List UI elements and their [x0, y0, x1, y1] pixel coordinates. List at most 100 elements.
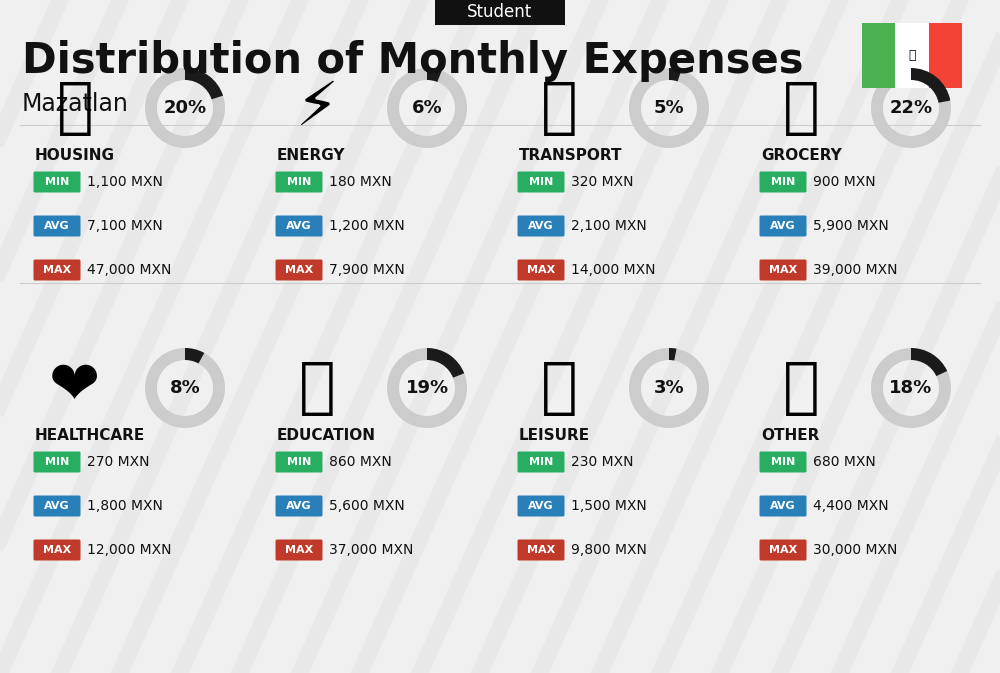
FancyBboxPatch shape [276, 215, 322, 236]
Text: MAX: MAX [769, 545, 797, 555]
Text: AVG: AVG [286, 221, 312, 231]
Text: 🎓: 🎓 [299, 359, 335, 417]
Text: OTHER: OTHER [761, 427, 819, 443]
Text: 1,500 MXN: 1,500 MXN [571, 499, 647, 513]
Text: Mazatlan: Mazatlan [22, 92, 129, 116]
Text: 5%: 5% [654, 99, 684, 117]
Text: MIN: MIN [771, 457, 795, 467]
Text: 5,600 MXN: 5,600 MXN [329, 499, 405, 513]
Text: 🚌: 🚌 [541, 79, 577, 137]
Wedge shape [145, 348, 225, 428]
Text: 320 MXN: 320 MXN [571, 175, 634, 189]
Text: 6%: 6% [412, 99, 442, 117]
FancyBboxPatch shape [760, 260, 806, 281]
Wedge shape [185, 68, 223, 100]
FancyBboxPatch shape [34, 540, 80, 561]
Text: 🏢: 🏢 [57, 79, 93, 137]
FancyBboxPatch shape [518, 172, 564, 192]
Wedge shape [387, 68, 467, 148]
Text: 680 MXN: 680 MXN [813, 455, 876, 469]
FancyBboxPatch shape [518, 260, 564, 281]
Text: MAX: MAX [769, 265, 797, 275]
Text: ⚡: ⚡ [296, 79, 338, 137]
FancyBboxPatch shape [34, 495, 80, 516]
Text: Distribution of Monthly Expenses: Distribution of Monthly Expenses [22, 40, 804, 82]
FancyBboxPatch shape [760, 540, 806, 561]
Text: MIN: MIN [529, 457, 553, 467]
FancyBboxPatch shape [518, 452, 564, 472]
Text: EDUCATION: EDUCATION [277, 427, 376, 443]
Text: 900 MXN: 900 MXN [813, 175, 876, 189]
FancyBboxPatch shape [276, 540, 322, 561]
Text: 🛍️: 🛍️ [541, 359, 577, 417]
Text: 1,200 MXN: 1,200 MXN [329, 219, 405, 233]
Wedge shape [669, 68, 681, 81]
FancyBboxPatch shape [518, 540, 564, 561]
Wedge shape [427, 348, 464, 378]
Text: 39,000 MXN: 39,000 MXN [813, 263, 898, 277]
Text: 3%: 3% [654, 379, 684, 397]
Text: 180 MXN: 180 MXN [329, 175, 392, 189]
Wedge shape [387, 348, 467, 428]
Text: AVG: AVG [286, 501, 312, 511]
Text: AVG: AVG [770, 221, 796, 231]
FancyBboxPatch shape [276, 260, 322, 281]
Text: 19%: 19% [405, 379, 449, 397]
FancyBboxPatch shape [34, 172, 80, 192]
FancyBboxPatch shape [435, 0, 565, 25]
Text: 2,100 MXN: 2,100 MXN [571, 219, 647, 233]
FancyBboxPatch shape [518, 215, 564, 236]
Text: 💰: 💰 [783, 359, 819, 417]
Wedge shape [185, 348, 204, 363]
Wedge shape [629, 68, 709, 148]
Wedge shape [911, 68, 950, 103]
Text: ENERGY: ENERGY [277, 147, 346, 162]
FancyBboxPatch shape [276, 172, 322, 192]
Wedge shape [629, 348, 709, 428]
Text: MAX: MAX [43, 545, 71, 555]
Text: MIN: MIN [287, 177, 311, 187]
Text: 1,800 MXN: 1,800 MXN [87, 499, 163, 513]
FancyBboxPatch shape [276, 452, 322, 472]
Text: 230 MXN: 230 MXN [571, 455, 634, 469]
Text: 🦅: 🦅 [908, 49, 916, 62]
Text: AVG: AVG [528, 221, 554, 231]
Text: MAX: MAX [285, 265, 313, 275]
Text: 5,900 MXN: 5,900 MXN [813, 219, 889, 233]
Text: 7,900 MXN: 7,900 MXN [329, 263, 405, 277]
Text: AVG: AVG [44, 221, 70, 231]
Text: 860 MXN: 860 MXN [329, 455, 392, 469]
Wedge shape [145, 68, 225, 148]
Text: AVG: AVG [44, 501, 70, 511]
Wedge shape [427, 68, 442, 82]
FancyBboxPatch shape [760, 172, 806, 192]
Text: MIN: MIN [45, 457, 69, 467]
Text: AVG: AVG [770, 501, 796, 511]
Text: 12,000 MXN: 12,000 MXN [87, 543, 172, 557]
Text: 37,000 MXN: 37,000 MXN [329, 543, 413, 557]
FancyBboxPatch shape [518, 495, 564, 516]
Text: 47,000 MXN: 47,000 MXN [87, 263, 171, 277]
Text: ❤️: ❤️ [49, 359, 101, 417]
Text: HEALTHCARE: HEALTHCARE [35, 427, 145, 443]
Text: MAX: MAX [527, 545, 555, 555]
Text: 8%: 8% [170, 379, 200, 397]
Text: HOUSING: HOUSING [35, 147, 115, 162]
FancyBboxPatch shape [760, 452, 806, 472]
Text: MAX: MAX [527, 265, 555, 275]
Text: 14,000 MXN: 14,000 MXN [571, 263, 656, 277]
Text: MIN: MIN [529, 177, 553, 187]
Wedge shape [871, 348, 951, 428]
Text: 1,100 MXN: 1,100 MXN [87, 175, 163, 189]
Text: 22%: 22% [889, 99, 933, 117]
Text: 7,100 MXN: 7,100 MXN [87, 219, 163, 233]
FancyBboxPatch shape [34, 260, 80, 281]
Text: 🛒: 🛒 [783, 79, 819, 137]
Text: 4,400 MXN: 4,400 MXN [813, 499, 889, 513]
Text: 30,000 MXN: 30,000 MXN [813, 543, 897, 557]
Text: LEISURE: LEISURE [519, 427, 590, 443]
Text: TRANSPORT: TRANSPORT [519, 147, 622, 162]
FancyBboxPatch shape [929, 23, 962, 88]
Text: 18%: 18% [889, 379, 933, 397]
FancyBboxPatch shape [895, 23, 929, 88]
